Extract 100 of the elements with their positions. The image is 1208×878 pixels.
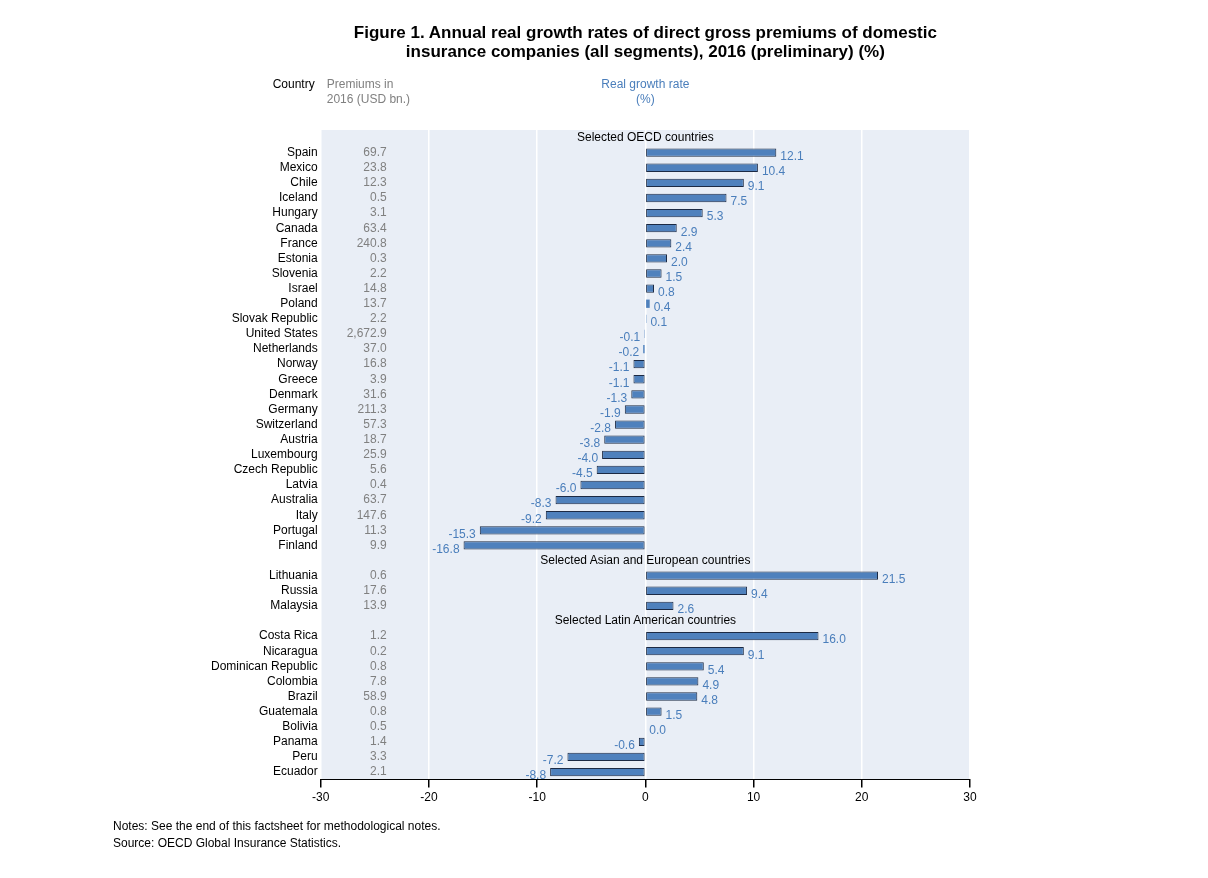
y-tick-label: Hungary [272,205,318,220]
y-tick-label: Guatemala [259,703,319,718]
x-tick-label: 0 [642,790,650,805]
data-label: 9.1 [747,179,765,194]
y-tick-label: Greece [278,371,319,386]
y-tick-label: Spain [287,144,318,159]
data-label: 4.9 [702,677,720,692]
y-tick-label: Mexico [279,160,319,175]
y-tick-label: Slovak Republic [231,311,318,326]
y-tick-label: Peru [292,749,318,764]
y-tick-label: Italy [295,507,318,522]
y-tick-label: Panama [273,734,319,749]
annotation: 57.3 [363,416,388,431]
y-tick-label: France [280,235,319,250]
annotation: 3.9 [370,371,388,386]
annotation: 63.7 [363,492,388,507]
data-label: -6.0 [555,481,577,496]
y-tick-label: Chile [290,175,319,190]
annotation: 0.3 [370,250,388,265]
annotation: 2.2 [370,265,388,280]
annotation: 7.8 [370,673,388,688]
data-label: 21.5 [882,571,906,586]
data-label: 4.8 [701,692,719,707]
data-label: -9.2 [521,511,543,526]
data-label: -1.3 [606,390,628,405]
annotation: 11.3 [364,522,388,537]
y-tick-label: Australia [271,492,319,507]
y-tick-label: Estonia [277,250,319,265]
annotation: 9.9 [370,537,388,552]
y-tick-label: Finland [278,537,318,552]
y-tick-label: Dominican Republic [211,658,318,673]
x-tick-label: 30 [963,790,977,805]
data-label: 10.4 [761,164,786,179]
annotation: 3.3 [370,749,388,764]
annotation: 211.3 [357,401,388,416]
data-label: 9.1 [747,647,765,662]
annotation: 12.3 [363,175,388,190]
data-label: 9.4 [751,587,769,602]
data-label: -1.1 [608,360,630,375]
y-tick-label: Lithuania [269,567,319,582]
data-label: -0.1 [619,330,641,345]
annotation: 0.8 [370,658,388,673]
data-label: -8.8 [525,768,547,783]
data-label: -4.0 [577,451,599,466]
annotation: 1.4 [370,734,388,749]
data-label: -7.2 [542,753,564,768]
y-tick-label: Austria [280,432,319,447]
annotation: 1.2 [370,628,388,643]
annotation: 58.9 [363,688,388,703]
annotation: 147.6 [356,507,388,522]
data-label: -0.6 [614,738,636,753]
annotation: 14.8 [363,280,388,295]
data-label: 16.0 [822,632,847,647]
x-axis-title: Real growth rate (%) [601,77,690,106]
text: Notes: See the end of this factsheet for methodological notes. [113,818,441,833]
annotation: 240.8 [356,235,388,250]
y-tick-label: Nicaragua [263,643,319,658]
data-label: 7.5 [730,194,748,209]
annotation: 0.8 [370,703,388,718]
data-label: 0.0 [649,723,667,738]
x-tick-label: 10 [746,790,761,805]
y-tick-label: Russia [281,583,319,598]
annotation: 23.8 [363,160,388,175]
data-label: -1.9 [600,405,622,420]
data-label: 0.4 [653,300,671,315]
annotation: 2,672.9 [346,326,388,341]
data-label: -4.5 [571,466,593,481]
y-tick-label: Norway [277,356,318,371]
data-label: 5.4 [707,662,725,677]
annotation: 0.5 [370,190,388,205]
data-label: 2.4 [675,239,693,254]
y-tick-label: Colombia [267,673,319,688]
data-label: -16.8 [432,541,460,556]
y-tick-label: Latvia [285,477,319,492]
data-label: -15.3 [448,526,477,541]
y-tick-label: Czech Republic [233,462,318,477]
y-tick-label: Slovenia [271,265,319,280]
annotation: 0.4 [370,477,388,492]
annotation: 2.2 [370,311,388,326]
source-note: Source: OECD Global Insurance Statistics. [113,835,342,850]
x-tick-label: -30 [312,790,330,805]
data-label: 1.5 [665,707,683,722]
text: Premiums in 2016 (USD bn.) [326,77,411,106]
annotation: 0.5 [370,719,388,734]
y-tick-label: Luxembourg [251,447,318,462]
annotation: 2.1 [370,764,388,779]
data-label: -3.8 [579,436,601,451]
data-label: -1.1 [608,375,630,390]
data-label: 2.9 [680,224,698,239]
y-tick-label: Germany [268,401,318,416]
data-label: 1.5 [665,269,683,284]
annotation: 69.7 [363,144,388,159]
x-tick-label: 20 [855,790,869,805]
y-tick-label: Malaysia [270,598,319,613]
y-tick-label: Bolivia [282,719,319,734]
data-label: -0.2 [618,345,640,360]
annotation: 31.6 [363,386,388,401]
y-tick-label: Ecuador [273,764,318,779]
annotation: 18.7 [363,432,388,447]
y-tick-label: Canada [275,220,319,235]
